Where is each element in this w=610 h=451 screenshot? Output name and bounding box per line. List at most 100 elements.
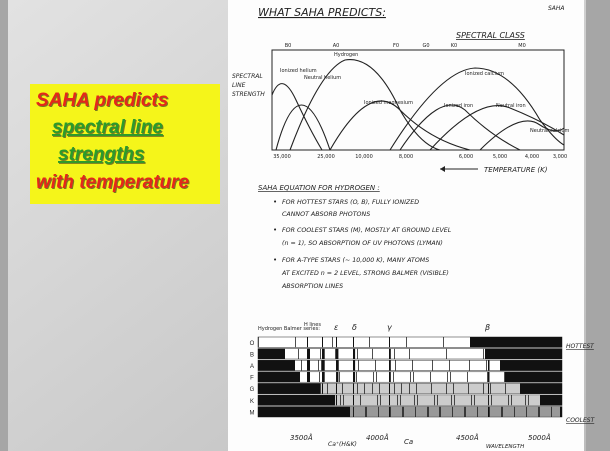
spectrum-line <box>369 337 370 347</box>
spectrum-line <box>342 383 343 393</box>
spectrum-line <box>353 407 354 417</box>
spectrum-line <box>389 383 390 393</box>
spectrum-line <box>400 395 401 405</box>
spectrum-line <box>356 372 357 382</box>
spectrum-dark <box>258 349 285 359</box>
spectrum-line <box>505 383 506 393</box>
spectrum-line <box>454 395 455 405</box>
spectrum-line <box>409 349 410 359</box>
row-label: F <box>250 376 254 382</box>
spectrum-line <box>307 349 310 359</box>
spectrum-line <box>380 395 381 405</box>
temperature-label: 4,000 <box>525 154 539 160</box>
y-label: LINE <box>232 82 246 89</box>
spectrum-dark <box>258 383 320 393</box>
spectrum-line <box>390 407 391 417</box>
spectrum-line <box>319 372 320 382</box>
row-label: A <box>250 364 254 370</box>
bullet-line: ABSORPTION LINES <box>281 283 343 290</box>
top-label: δ <box>352 323 357 332</box>
class-label: B0 <box>285 43 292 49</box>
spectrum-line <box>431 383 432 393</box>
spectrum-line <box>322 383 323 393</box>
spectrum-line <box>322 337 323 347</box>
spectrum-line <box>488 407 489 417</box>
spectrum-line <box>508 395 509 405</box>
spectrum-line <box>318 360 319 370</box>
wavelength-label: 5000Å <box>528 433 551 442</box>
spectrum-line <box>336 349 338 359</box>
bullet-line: FOR HOTTEST STARS (O, B), FULLY IONIZED <box>282 199 419 206</box>
spectrum-line <box>389 372 391 382</box>
spectrum-line <box>501 407 502 417</box>
spectrum-line <box>449 360 450 370</box>
spectrum-line <box>488 383 489 393</box>
bullet-line: (n = 1), SO ABSORPTION OF UV PHOTONS (LY… <box>282 240 443 247</box>
spectrum-line <box>486 360 487 370</box>
row-label: G <box>250 387 255 393</box>
spectrum-line <box>502 407 503 417</box>
row-label: K <box>250 399 254 405</box>
spectrum-line <box>412 360 413 370</box>
spectrum-line <box>320 349 321 359</box>
spectrum-line <box>446 383 447 393</box>
spectrum-line <box>446 349 447 359</box>
spectrum-line <box>353 349 355 359</box>
spectrum-line <box>474 395 475 405</box>
spectrum-line <box>415 407 416 417</box>
spectrum-line <box>358 360 359 370</box>
wavelength-label: Ca <box>404 438 413 446</box>
spectrum-line <box>353 372 355 382</box>
curve-label: Ionized helium <box>280 68 317 74</box>
spectrum-line <box>353 360 355 370</box>
temperature-label: 8,000 <box>399 154 413 160</box>
spectrum-dark <box>258 395 335 405</box>
spectrum-line <box>379 383 380 393</box>
temperature-label: 3,000 <box>553 154 567 160</box>
spectrum-line <box>514 407 515 417</box>
spectrum-line <box>428 407 429 417</box>
spectrum-line <box>401 383 402 393</box>
bullet-line: FOR COOLEST STARS (M), MOSTLY AT GROUND … <box>282 227 452 234</box>
spectrum-dark <box>258 372 300 382</box>
spectrum-line <box>394 383 395 393</box>
spectrum-dark <box>485 349 562 359</box>
spectrum-line <box>417 395 418 405</box>
curve-label: Ionized calcium <box>465 71 504 77</box>
spectrum-line <box>447 372 448 382</box>
spectrum-line <box>413 372 414 382</box>
spectrum-line <box>336 395 337 405</box>
temperature-label: 6,000 <box>459 154 473 160</box>
spectrum-line <box>307 337 308 347</box>
spectrum-line <box>528 395 529 405</box>
spectrum-line <box>414 395 415 405</box>
spectrum-line <box>483 349 484 359</box>
spectrum-dark <box>505 372 562 382</box>
spectrum-line <box>389 349 391 359</box>
spectrum-line <box>366 407 367 417</box>
spectrum-line <box>307 372 310 382</box>
spectrum-line <box>322 360 325 370</box>
spectrum-line <box>490 383 491 393</box>
wavelength-label: 4500Å <box>456 433 479 442</box>
corner-label: SAHA <box>548 5 565 12</box>
spectrum-line <box>335 349 336 359</box>
spectrum-line <box>483 383 484 393</box>
spectrum-line <box>452 407 453 417</box>
temperature-label: 35,000 <box>273 154 291 160</box>
spectrum-line <box>301 360 302 370</box>
spectrum-line <box>403 407 404 417</box>
spectrum-line <box>525 395 526 405</box>
spectrum-line <box>321 360 322 370</box>
wavelength-label: 4000Å <box>366 433 389 442</box>
spectrum-line <box>416 383 417 393</box>
spectrum-line <box>427 407 428 417</box>
spectrum-line <box>465 407 466 417</box>
curve-label: Hydrogen <box>334 52 358 58</box>
spectrum-line <box>338 360 339 370</box>
x-label: TEMPERATURE (K) <box>484 166 548 174</box>
spectrum-line <box>488 360 490 370</box>
curve-label: Ionized magnesium <box>364 100 413 106</box>
spectrum-line <box>377 395 378 405</box>
